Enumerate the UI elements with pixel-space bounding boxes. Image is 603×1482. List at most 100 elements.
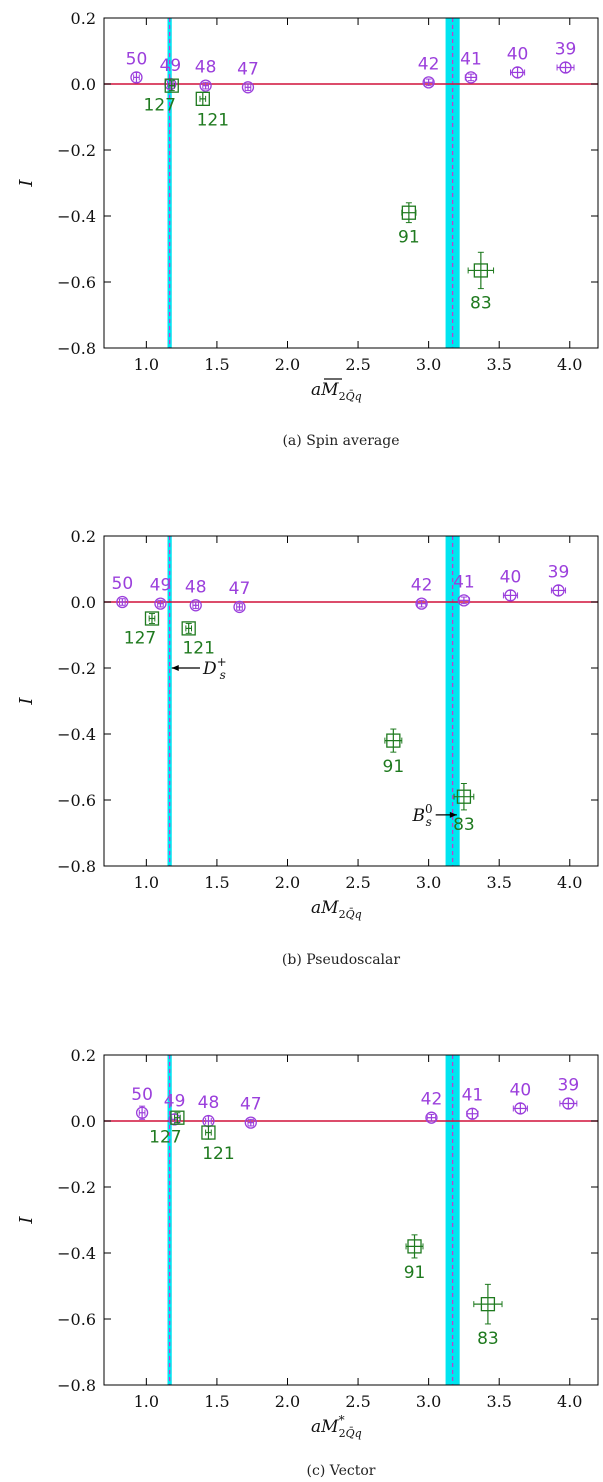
circle-data-point: 39 xyxy=(558,1076,579,1110)
x-tick-label: 1.0 xyxy=(134,873,159,892)
circle-data-point: 50 xyxy=(131,1085,153,1120)
square-data-point: 121 xyxy=(181,621,215,658)
square-marker xyxy=(170,1110,185,1125)
point-label: 49 xyxy=(160,56,182,76)
point-label: 83 xyxy=(453,815,475,835)
point-label: 121 xyxy=(182,638,214,658)
square-data-point: 83 xyxy=(467,251,495,314)
circle-data-point: 48 xyxy=(198,1093,220,1128)
point-label: 50 xyxy=(112,574,134,594)
y-tick-label: −0.2 xyxy=(57,659,96,678)
x-axis-label-text: aM2Q̄q xyxy=(311,380,362,403)
annotation-label: D+ s xyxy=(202,655,227,682)
panel-caption: (c) Vector xyxy=(307,1463,376,1479)
annotation-arrowhead xyxy=(171,665,179,671)
y-tick-label: 0.0 xyxy=(71,75,96,94)
square-data-point: 91 xyxy=(398,202,420,248)
square-marker xyxy=(201,1125,216,1140)
x-tick-label: 4.0 xyxy=(557,355,582,374)
panel-spin-average: 1.0 1.5 2.0 2.5 3.0 3.5 4.0 0.2 0.0 −0.2 −0.4 −0.6 −… xyxy=(16,9,599,449)
point-label: 39 xyxy=(555,40,577,60)
reference-band xyxy=(445,18,460,348)
circle-marker xyxy=(457,594,471,607)
x-axis-label-text: aM2Q̄q xyxy=(311,898,362,921)
point-label: 50 xyxy=(131,1085,153,1105)
y-tick-label: −0.6 xyxy=(57,273,96,292)
y-tick-label: −0.4 xyxy=(57,725,96,744)
square-data-point: 91 xyxy=(383,728,404,777)
x-tick-label: 3.0 xyxy=(416,1392,441,1411)
circle-marker xyxy=(130,71,143,84)
panel-vector: 1.0 1.5 2.0 2.5 3.0 3.5 4.0 0.2 0.0 −0.2 −0.4 −0.6 −… xyxy=(16,1046,599,1479)
circle-marker xyxy=(189,599,202,612)
point-label: 49 xyxy=(164,1091,186,1111)
y-tick-label: −0.4 xyxy=(57,207,96,226)
square-marker xyxy=(401,205,417,220)
point-label: 41 xyxy=(453,572,475,592)
circle-marker xyxy=(241,81,255,94)
y-axis-label: I xyxy=(16,1216,37,1225)
arrow-annotation: B0 s xyxy=(412,802,457,829)
x-tick-label: 1.0 xyxy=(134,355,159,374)
point-label: 127 xyxy=(144,96,176,116)
point-label: 42 xyxy=(411,576,433,596)
y-tick-label: −0.6 xyxy=(57,1310,96,1329)
circle-marker xyxy=(559,61,572,74)
point-label: 91 xyxy=(398,228,420,248)
square-data-point: 121 xyxy=(201,1125,235,1164)
plot-frame xyxy=(103,535,599,867)
square-marker xyxy=(144,611,160,626)
circle-data-point: 48 xyxy=(195,58,216,92)
square-data-point: 83 xyxy=(453,783,475,835)
circle-data-point: 41 xyxy=(460,49,482,84)
circle-data-point: 42 xyxy=(411,576,433,610)
square-marker xyxy=(473,263,489,278)
x-tick-label: 2.5 xyxy=(345,873,370,892)
x-tick-label: 2.0 xyxy=(275,873,300,892)
x-tick-label: 2.0 xyxy=(275,1392,300,1411)
point-label: 127 xyxy=(124,628,156,648)
y-tick-label: 0.0 xyxy=(71,1112,96,1131)
annotation-label: B0 s xyxy=(412,802,433,829)
point-label: 42 xyxy=(421,1090,443,1110)
point-label: 47 xyxy=(237,59,259,79)
x-tick-label: 2.5 xyxy=(345,355,370,374)
circle-data-point: 47 xyxy=(229,579,251,614)
point-label: 39 xyxy=(548,562,570,582)
point-label: 40 xyxy=(510,1080,532,1100)
square-data-point: 121 xyxy=(195,91,229,130)
circle-marker xyxy=(135,1106,149,1119)
reference-band xyxy=(167,18,172,348)
x-tick-label: 3.5 xyxy=(486,355,511,374)
x-tick-label: 3.0 xyxy=(416,873,441,892)
point-label: 83 xyxy=(470,294,492,314)
circle-data-point: 41 xyxy=(453,572,475,607)
circle-marker xyxy=(233,600,246,614)
x-tick-label: 4.0 xyxy=(557,873,582,892)
square-data-point: 91 xyxy=(404,1234,425,1283)
point-label: 83 xyxy=(477,1329,499,1349)
y-tick-label: −0.8 xyxy=(57,857,96,876)
plot-frame xyxy=(103,1054,599,1386)
circle-marker xyxy=(199,79,212,92)
y-axis-label: I xyxy=(16,697,37,706)
point-label: 47 xyxy=(229,579,251,599)
x-axis-label: aM* 2Q̄q xyxy=(311,1413,362,1440)
square-marker xyxy=(181,621,196,636)
point-label: 40 xyxy=(507,44,529,64)
x-tick-label: 4.0 xyxy=(557,1392,582,1411)
panel-caption: (a) Spin average xyxy=(282,433,399,449)
x-tick-label: 1.5 xyxy=(204,355,229,374)
circle-data-point: 50 xyxy=(126,49,147,84)
point-label: 48 xyxy=(198,1093,220,1113)
point-label: 49 xyxy=(150,576,172,596)
point-label: 121 xyxy=(197,110,229,130)
x-axis-label: aM2Q̄q xyxy=(311,378,362,403)
circle-data-point: 39 xyxy=(555,40,577,74)
y-tick-label: 0.2 xyxy=(71,527,96,546)
panel-pseudoscalar: 1.0 1.5 2.0 2.5 3.0 3.5 4.0 0.2 0.0 −0.2 −0.4 −0.6 −… xyxy=(16,527,599,968)
circle-marker xyxy=(154,597,167,610)
square-marker xyxy=(195,91,210,106)
x-tick-label: 2.5 xyxy=(345,1392,370,1411)
